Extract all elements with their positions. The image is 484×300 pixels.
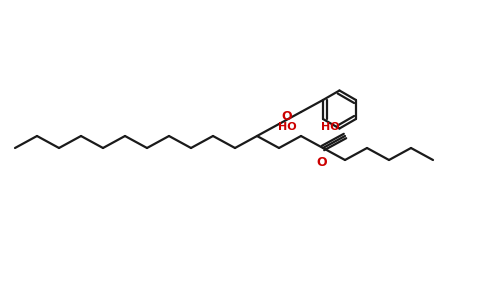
Text: O: O bbox=[317, 156, 327, 169]
Text: HO: HO bbox=[321, 122, 340, 132]
Text: O: O bbox=[281, 110, 292, 123]
Text: HO: HO bbox=[278, 122, 297, 132]
